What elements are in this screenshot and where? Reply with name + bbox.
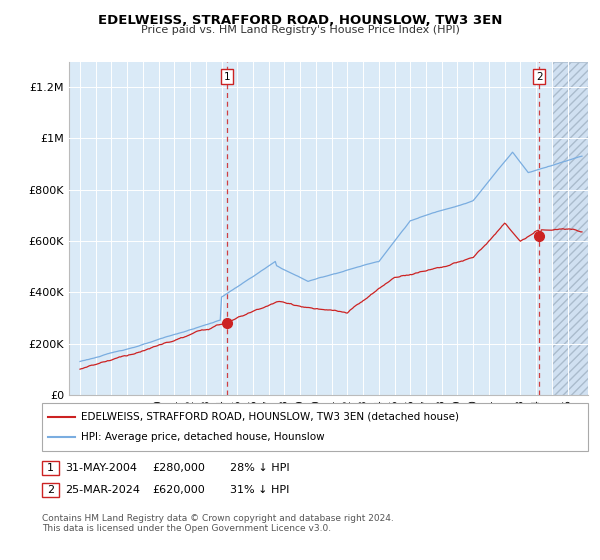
Text: 1: 1: [47, 463, 54, 473]
Text: Contains HM Land Registry data © Crown copyright and database right 2024.
This d: Contains HM Land Registry data © Crown c…: [42, 514, 394, 534]
Text: 25-MAR-2024: 25-MAR-2024: [65, 485, 140, 495]
Text: 1: 1: [224, 72, 230, 82]
Text: 2: 2: [47, 485, 54, 495]
Bar: [552, 62, 591, 395]
Text: 31% ↓ HPI: 31% ↓ HPI: [230, 485, 289, 495]
Text: 2: 2: [536, 72, 543, 82]
Text: EDELWEISS, STRAFFORD ROAD, HOUNSLOW, TW3 3EN: EDELWEISS, STRAFFORD ROAD, HOUNSLOW, TW3…: [98, 14, 502, 27]
Text: 28% ↓ HPI: 28% ↓ HPI: [230, 463, 289, 473]
Text: 31-MAY-2004: 31-MAY-2004: [65, 463, 137, 473]
Text: EDELWEISS, STRAFFORD ROAD, HOUNSLOW, TW3 3EN (detached house): EDELWEISS, STRAFFORD ROAD, HOUNSLOW, TW3…: [81, 412, 459, 422]
Text: HPI: Average price, detached house, Hounslow: HPI: Average price, detached house, Houn…: [81, 432, 325, 442]
Text: £620,000: £620,000: [152, 485, 205, 495]
Text: £280,000: £280,000: [152, 463, 205, 473]
Text: Price paid vs. HM Land Registry's House Price Index (HPI): Price paid vs. HM Land Registry's House …: [140, 25, 460, 35]
Bar: [552, 62, 591, 395]
